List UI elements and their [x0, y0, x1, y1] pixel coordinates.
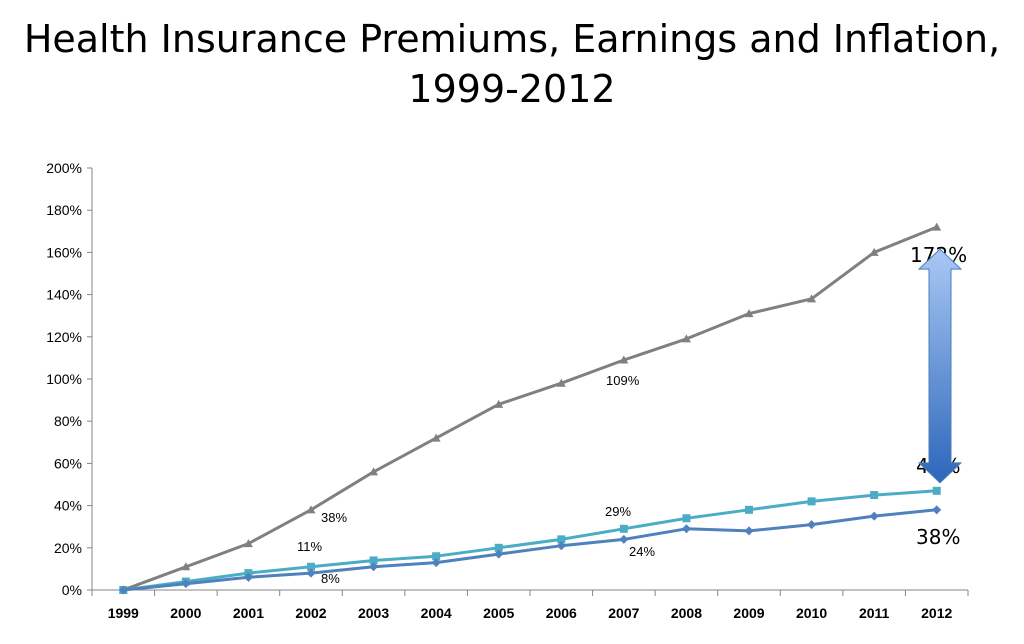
data-point — [556, 378, 566, 387]
data-label: 8% — [321, 571, 340, 586]
data-point — [494, 543, 503, 552]
y-tick-label: 200% — [46, 160, 82, 176]
x-tick-label: 2003 — [358, 605, 389, 621]
y-tick-label: 80% — [54, 413, 82, 429]
data-label: 109% — [606, 373, 640, 388]
x-tick-label: 2005 — [483, 605, 514, 621]
chart-title: Health Insurance Premiums, Earnings and … — [0, 14, 1024, 114]
y-tick-label: 100% — [46, 371, 82, 387]
x-tick-label: 2010 — [796, 605, 827, 621]
data-point — [494, 399, 504, 408]
data-point — [682, 514, 691, 523]
data-point — [619, 534, 629, 544]
data-point — [932, 486, 941, 495]
data-point — [870, 491, 879, 500]
x-tick-label: 2002 — [295, 605, 326, 621]
x-tick-label: 2000 — [170, 605, 201, 621]
x-tick-label: 2009 — [733, 605, 764, 621]
data-point — [494, 549, 504, 559]
chart-title-line-2: 1999-2012 — [408, 67, 616, 111]
data-point — [369, 467, 379, 476]
data-point — [619, 355, 629, 364]
x-tick-label: 2006 — [546, 605, 577, 621]
data-point — [744, 309, 754, 318]
y-tick-label: 40% — [54, 498, 82, 514]
series-line-1 — [123, 489, 937, 592]
data-point — [807, 497, 816, 506]
y-tick-label: 0% — [62, 582, 82, 598]
data-point — [431, 433, 441, 442]
data-point — [306, 505, 316, 514]
data-point — [744, 526, 754, 536]
y-tick-label: 60% — [54, 455, 82, 471]
data-label: 38% — [321, 510, 347, 525]
data-point — [369, 562, 379, 572]
data-label: 24% — [629, 544, 655, 559]
series-line-0 — [122, 225, 938, 592]
data-point — [869, 247, 879, 256]
data-point — [369, 556, 378, 565]
data-label: 11% — [297, 539, 322, 554]
data-label-large: 38% — [916, 525, 960, 549]
data-point — [745, 505, 753, 514]
chart-title-line-1: Health Insurance Premiums, Earnings and … — [23, 17, 1001, 61]
series-group — [118, 222, 942, 595]
x-tick-label: 2007 — [608, 605, 639, 621]
data-label: 29% — [605, 504, 631, 519]
annotations: 38%109%11%8%29%24%172%47%38% — [297, 243, 967, 586]
data-point — [181, 579, 191, 589]
x-tick-label: 2012 — [921, 605, 952, 621]
data-point — [243, 539, 253, 548]
x-tick-label: 1999 — [108, 605, 139, 621]
double-arrow — [917, 248, 963, 484]
series-line-2 — [123, 508, 937, 592]
data-point — [307, 562, 315, 571]
data-point — [681, 334, 691, 343]
data-point — [181, 562, 191, 571]
x-tick-label: 2008 — [671, 605, 702, 621]
axes: 0% 20% 40% 60% 80% 100% 120% 140% 160% 180% 200% 19… — [46, 160, 969, 621]
data-point — [619, 524, 628, 533]
data-point — [243, 572, 253, 582]
data-point — [556, 541, 566, 551]
data-point — [118, 585, 128, 595]
y-tick-label: 180% — [46, 202, 82, 218]
y-tick-label: 20% — [54, 540, 82, 556]
data-point — [807, 294, 817, 303]
y-tick-label: 140% — [46, 287, 82, 303]
data-point — [432, 552, 441, 561]
data-point — [807, 520, 817, 530]
data-point — [431, 558, 441, 568]
data-point — [681, 524, 691, 534]
data-point — [932, 505, 942, 515]
data-point — [557, 535, 566, 544]
data-point — [306, 568, 316, 578]
data-point — [869, 511, 879, 521]
y-tick-label: 160% — [46, 244, 82, 260]
x-tick-label: 2001 — [233, 605, 264, 621]
x-tick-label: 2011 — [859, 605, 890, 621]
y-tick-label: 120% — [46, 329, 82, 345]
data-point — [932, 222, 942, 231]
x-tick-label: 2004 — [421, 605, 452, 621]
